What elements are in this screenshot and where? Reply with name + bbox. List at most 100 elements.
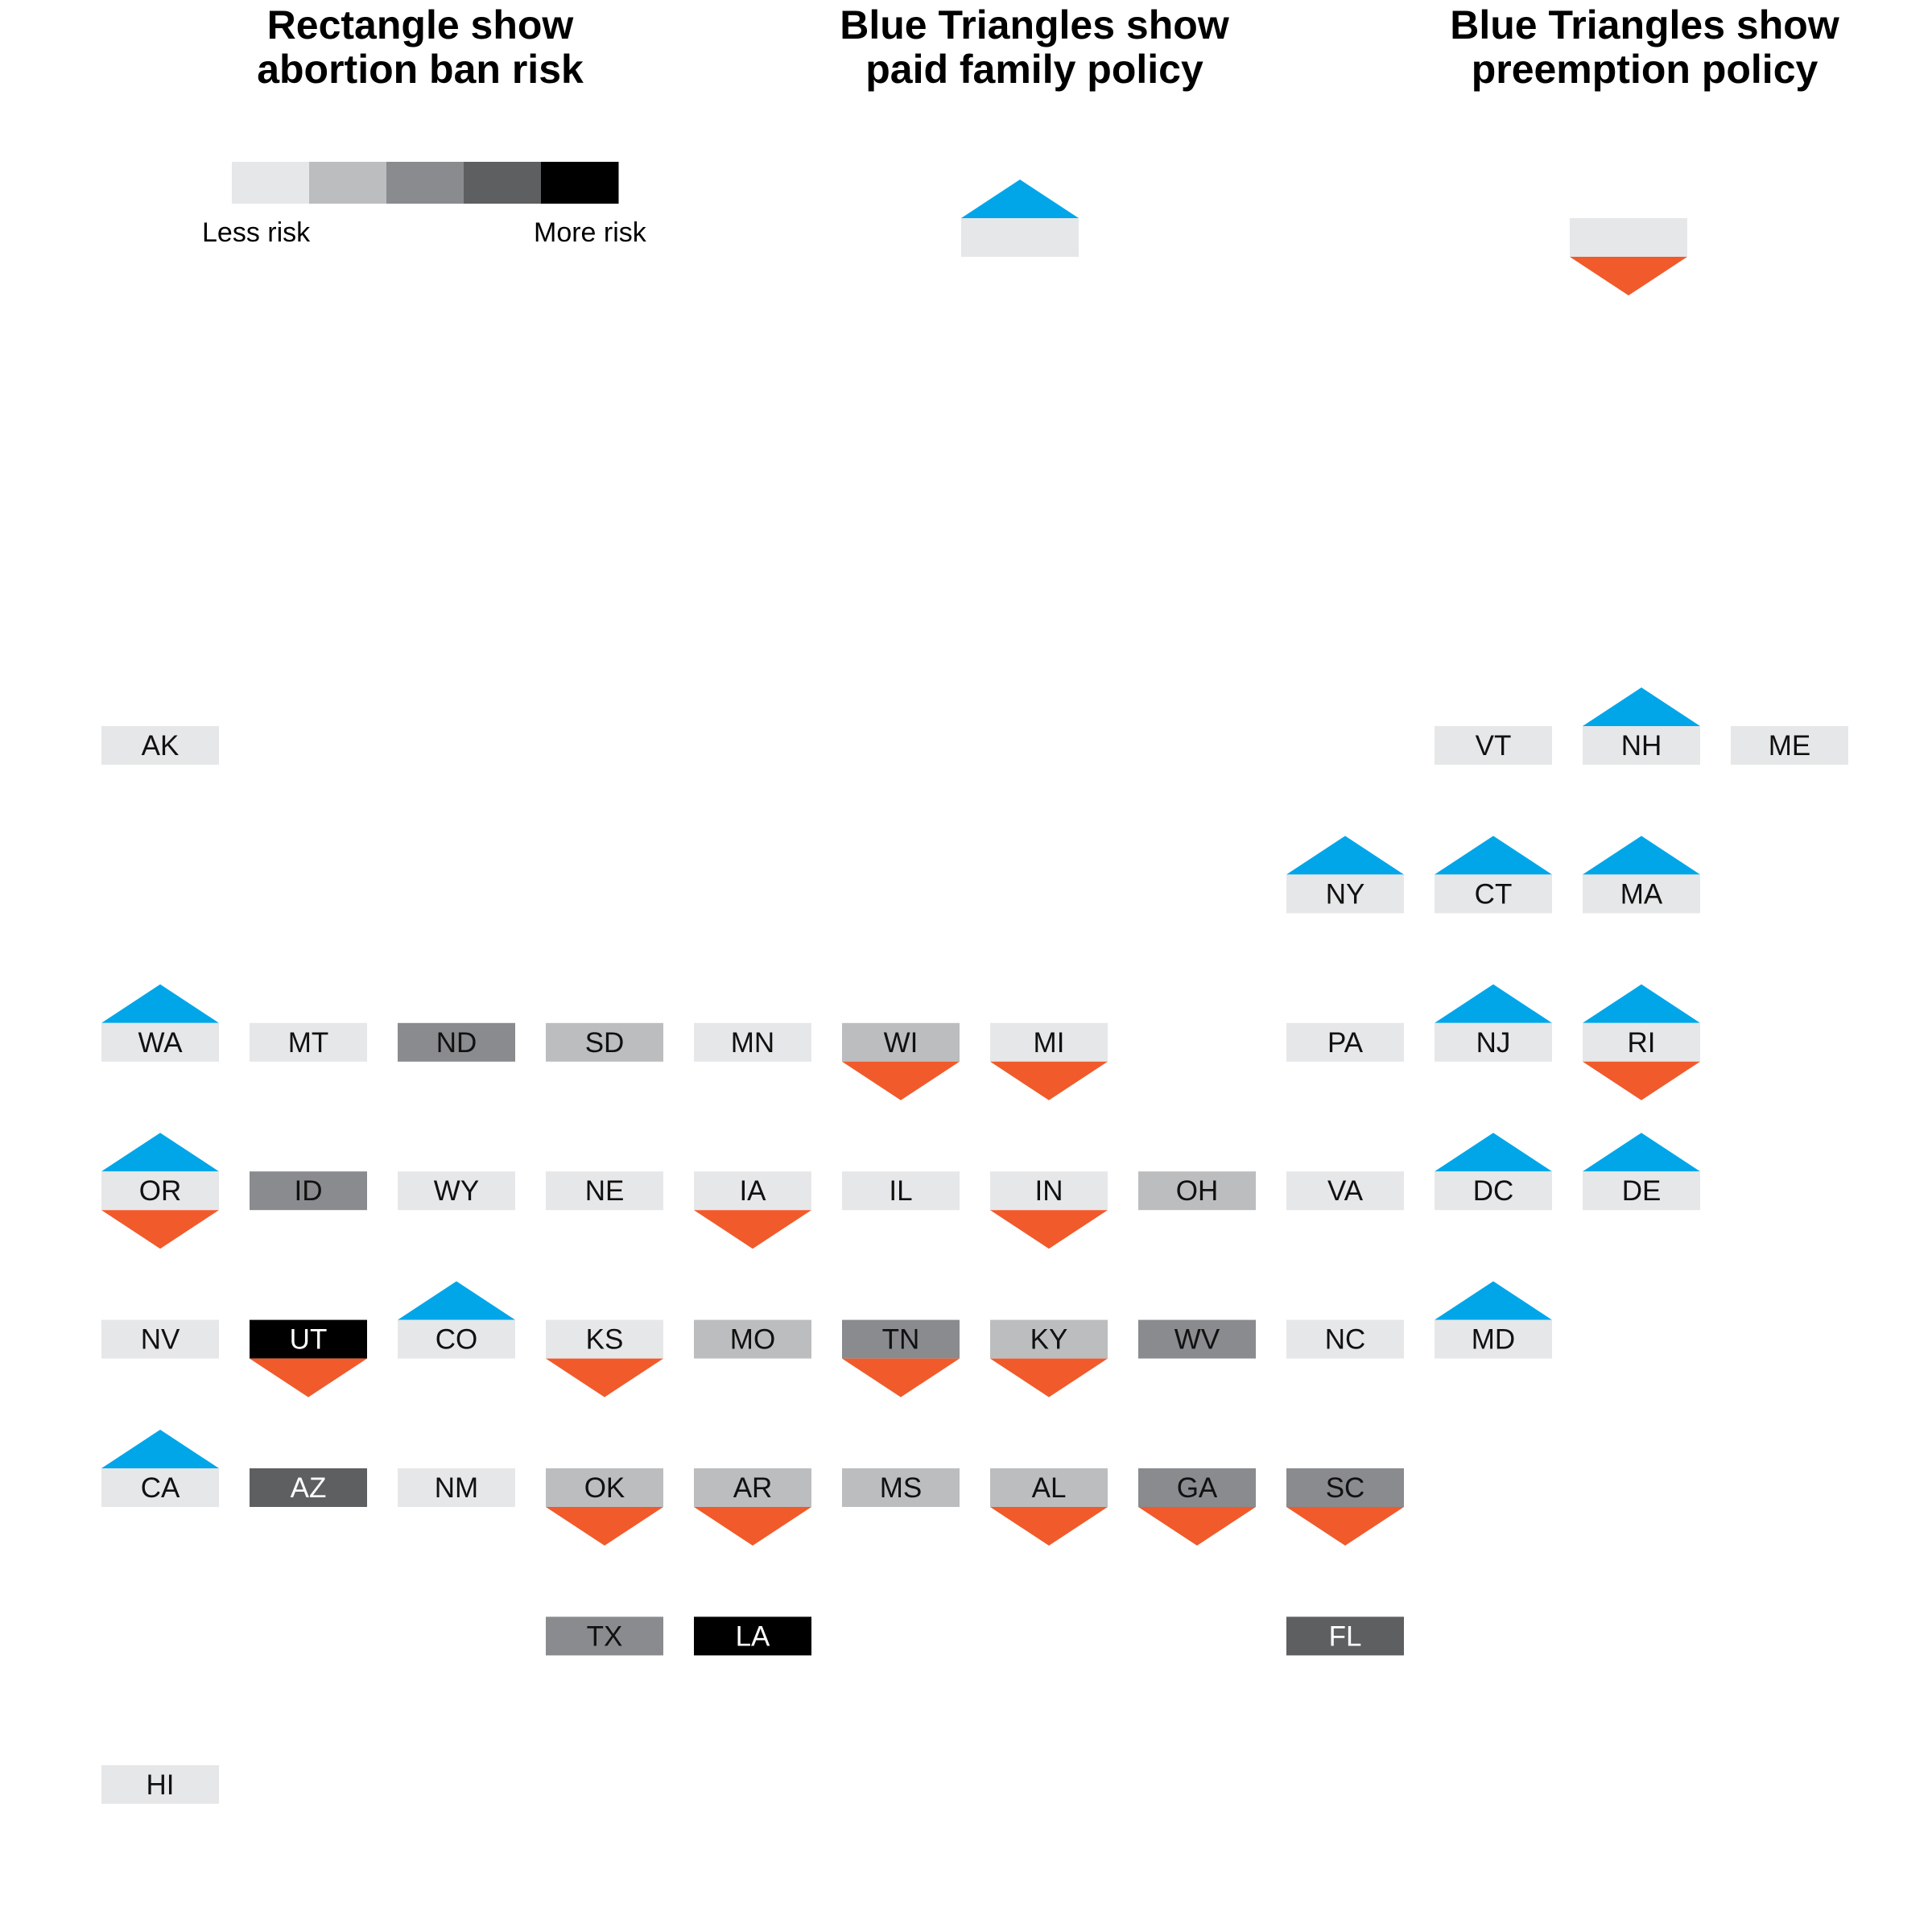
state-tile-ne: NE: [546, 1171, 663, 1211]
state-label: WI: [884, 1027, 919, 1059]
state-ri-preemption-triangle: [1583, 1061, 1700, 1100]
state-label: NE: [585, 1175, 625, 1207]
state-dc-risk-rect: [1435, 1171, 1552, 1211]
state-md-paid-family-triangle: [1435, 1281, 1552, 1320]
state-nj-paid-family-triangle: [1435, 984, 1552, 1023]
state-la-risk-rect: [694, 1616, 811, 1656]
state-tile-co: CO: [398, 1281, 515, 1359]
state-al-preemption-triangle: [990, 1507, 1108, 1546]
state-label: VT: [1476, 730, 1512, 762]
state-ny-risk-rect: [1286, 874, 1404, 914]
state-tile-nm: NM: [398, 1468, 515, 1507]
state-in-risk-rect: [990, 1171, 1108, 1211]
state-label: HI: [147, 1769, 175, 1801]
state-tile-nc: NC: [1286, 1319, 1404, 1359]
state-mi-risk-rect: [990, 1022, 1108, 1062]
risk-scale-swatch-5: [541, 162, 619, 204]
state-oh-risk-rect: [1138, 1171, 1256, 1211]
state-wv-risk-rect: [1138, 1319, 1256, 1359]
state-tile-nj: NJ: [1435, 984, 1552, 1062]
state-tile-az: AZ: [250, 1468, 367, 1507]
state-tile-tn: TN: [842, 1319, 960, 1397]
state-wa-paid-family-triangle: [101, 984, 219, 1023]
state-tile-nv: NV: [101, 1319, 219, 1359]
preemption-key: [1570, 218, 1687, 295]
state-ks-risk-rect: [546, 1319, 663, 1359]
state-tile-vt: VT: [1435, 726, 1552, 765]
state-tile-il: IL: [842, 1171, 960, 1211]
state-tile-in: IN: [990, 1171, 1108, 1249]
state-ar-risk-rect: [694, 1468, 811, 1507]
state-sc-preemption-triangle: [1286, 1507, 1404, 1546]
state-de-risk-rect: [1583, 1171, 1700, 1211]
key-risk-rect: [961, 218, 1079, 257]
state-in-preemption-triangle: [990, 1210, 1108, 1249]
state-label: CA: [141, 1472, 180, 1504]
state-nc-risk-rect: [1286, 1319, 1404, 1359]
state-tile-mo: MO: [694, 1319, 811, 1359]
state-label: MS: [880, 1472, 923, 1504]
state-nj-risk-rect: [1435, 1022, 1552, 1062]
state-tile-ma: MA: [1583, 836, 1700, 914]
state-tile-fl: FL: [1286, 1616, 1404, 1656]
state-ct-paid-family-triangle: [1435, 836, 1552, 875]
abortion-risk-title-line-1: Rectangle show: [266, 2, 574, 47]
state-tile-ca: CA: [101, 1430, 219, 1507]
state-label: KY: [1030, 1324, 1068, 1356]
state-nm-risk-rect: [398, 1468, 515, 1507]
abortion-risk-title: Rectangle show abortion ban risk: [179, 3, 662, 92]
state-label: OH: [1176, 1175, 1219, 1207]
risk-scale-swatch-1: [232, 162, 310, 204]
state-sd-risk-rect: [546, 1022, 663, 1062]
state-ma-paid-family-triangle: [1583, 836, 1700, 875]
state-ne-risk-rect: [546, 1171, 663, 1211]
state-dc-paid-family-triangle: [1435, 1133, 1552, 1172]
state-tx-risk-rect: [546, 1616, 663, 1656]
risk-color-scale: [232, 162, 619, 204]
state-tile-id: ID: [250, 1171, 367, 1211]
state-ar-preemption-triangle: [694, 1507, 811, 1546]
state-tile-sd: SD: [546, 1022, 663, 1062]
state-label: FL: [1329, 1620, 1362, 1652]
state-label: MD: [1472, 1324, 1515, 1356]
preemption-title-line-1: Blue Triangles show: [1450, 2, 1839, 47]
state-mn-risk-rect: [694, 1022, 811, 1062]
state-label: AZ: [291, 1472, 327, 1504]
state-co-risk-rect: [398, 1319, 515, 1359]
legend-less-risk-label: Less risk: [202, 217, 311, 248]
state-tile-ky: KY: [990, 1319, 1108, 1397]
state-ks-preemption-triangle: [546, 1358, 663, 1397]
state-ok-preemption-triangle: [546, 1507, 663, 1546]
state-tile-tx: TX: [546, 1616, 663, 1656]
state-label: IA: [739, 1175, 766, 1207]
state-ky-preemption-triangle: [990, 1358, 1108, 1397]
state-label: SD: [585, 1027, 625, 1059]
state-wa-risk-rect: [101, 1022, 219, 1062]
state-label: TX: [587, 1620, 623, 1652]
state-ga-preemption-triangle: [1138, 1507, 1256, 1546]
state-tile-me: ME: [1731, 726, 1848, 765]
state-label: NM: [435, 1472, 478, 1504]
state-tile-oh: OH: [1138, 1171, 1256, 1211]
state-wy-risk-rect: [398, 1171, 515, 1211]
state-ri-paid-family-triangle: [1583, 984, 1700, 1023]
state-nh-paid-family-triangle: [1583, 687, 1700, 726]
state-ak-risk-rect: [101, 726, 219, 765]
paid-family-title-line-1: Blue Triangles show: [840, 2, 1229, 47]
state-ca-paid-family-triangle: [101, 1430, 219, 1468]
state-de-paid-family-triangle: [1583, 1133, 1700, 1172]
state-tile-ny: NY: [1286, 836, 1404, 914]
state-mt-risk-rect: [250, 1022, 367, 1062]
state-tile-ms: MS: [842, 1468, 960, 1507]
state-mi-preemption-triangle: [990, 1061, 1108, 1100]
state-tile-ak: AK: [101, 726, 219, 765]
state-or-preemption-triangle: [101, 1210, 219, 1249]
state-label: GA: [1177, 1472, 1218, 1504]
state-tile-hi: HI: [101, 1765, 219, 1804]
state-pa-risk-rect: [1286, 1022, 1404, 1062]
state-nh-risk-rect: [1583, 726, 1700, 765]
state-ut-risk-rect: [250, 1319, 367, 1359]
state-label: OR: [139, 1175, 182, 1207]
state-ga-risk-rect: [1138, 1468, 1256, 1507]
